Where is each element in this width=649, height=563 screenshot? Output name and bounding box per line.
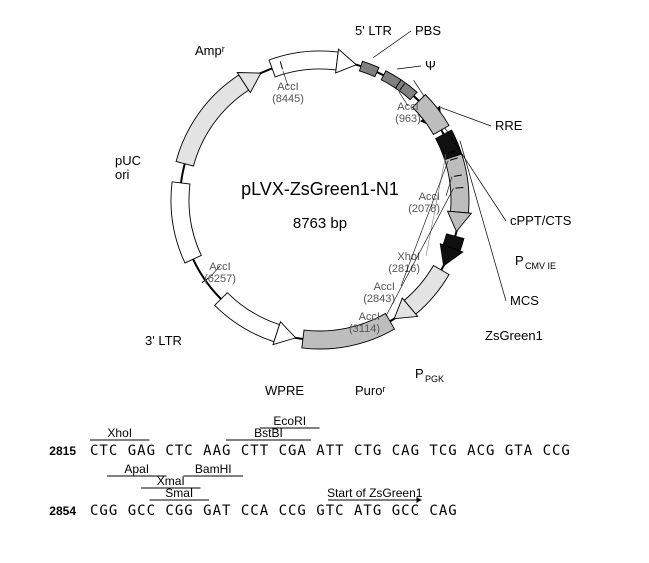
feature-label-pUC ori: ori — [115, 167, 130, 182]
leader — [460, 141, 506, 301]
site-tick — [455, 187, 463, 188]
site-label: XhoI — [397, 251, 420, 263]
feature-label-3' LTR: 3' LTR — [145, 333, 182, 348]
feature-PBS — [359, 61, 379, 76]
feature-Ampr — [176, 75, 249, 166]
feature-MCS — [436, 130, 462, 159]
feature-label-MCS: MCS — [510, 293, 539, 308]
feature-label-Ampr: Ampʳ — [195, 43, 225, 58]
seq-position: 2815 — [49, 444, 76, 458]
site-label: AccI — [277, 81, 298, 93]
site-pos: (963) — [395, 113, 421, 125]
feature-label-RRE: RRE — [495, 118, 523, 133]
start-label: Start of ZsGreen1 — [327, 486, 423, 500]
enzyme-label: BamHI — [195, 462, 232, 476]
enzyme-label: SmaI — [165, 486, 193, 500]
seq-text: CGG GCC CGG GAT CCA CCG GTC ATG GCC CAG — [90, 503, 458, 519]
feature-label-5' LTR: 5' LTR — [355, 23, 392, 38]
feature-label-cPPT: cPPT/CTS — [510, 213, 572, 228]
feature-label-WPRE: WPRE — [265, 383, 304, 398]
feature-5' LTR — [269, 51, 338, 77]
plasmid-name: pLVX-ZsGreen1-N1 — [241, 179, 399, 199]
feature-label-Psi: Ψ — [425, 58, 436, 73]
feature-label-Puror: Puroʳ — [355, 383, 386, 398]
feature-sub-PPGK: PGK — [425, 374, 444, 384]
site-pos: (6257) — [204, 273, 236, 285]
site-leader — [401, 161, 448, 286]
site-pos: (8445) — [272, 93, 304, 105]
feature-arrow-5' LTR — [336, 49, 357, 73]
feature-3' LTR — [215, 293, 280, 342]
enzyme-label: EcoRI — [273, 414, 306, 428]
enzyme-label: XhoI — [107, 426, 132, 440]
site-pos: (2816) — [388, 263, 420, 275]
leader — [397, 66, 421, 69]
site-pos: (2843) — [363, 293, 395, 305]
site-label: AccI — [397, 101, 418, 113]
sequence-block: XhoIBstBIEcoRI2815CTC GAG CTC AAG CTT CG… — [49, 414, 571, 519]
feature-arrow-ZsGreen1 — [448, 211, 472, 231]
site-pos: (3114) — [349, 323, 380, 335]
feature-sub-PCMVIE: CMV IE — [525, 261, 556, 271]
feature-label-ZsGreen1: ZsGreen1 — [485, 328, 543, 343]
site-label: AccI — [209, 261, 230, 273]
enzyme-label: ApaI — [124, 462, 149, 476]
feature-pUC ori — [171, 182, 201, 263]
site-label: AccI — [359, 311, 380, 323]
feature-ZsGreen1 — [445, 154, 469, 213]
feature-label-pUC ori: pUC — [115, 153, 141, 168]
plasmid-size: 8763 bp — [293, 215, 347, 232]
seq-text: CTC GAG CTC AAG CTT CGA ATT CTG CAG TCG … — [90, 443, 571, 459]
seq-position: 2854 — [49, 504, 76, 518]
feature-label-PPGK: P — [415, 366, 424, 381]
site-label: AccI — [374, 281, 395, 293]
feature-label-PBS: PBS — [415, 23, 441, 38]
plasmid-figure: 5' LTRAmpʳpUCori3' LTRWPREPuroʳPPGKZsGre… — [10, 10, 639, 553]
feature-label-PCMVIE: P — [515, 253, 524, 268]
